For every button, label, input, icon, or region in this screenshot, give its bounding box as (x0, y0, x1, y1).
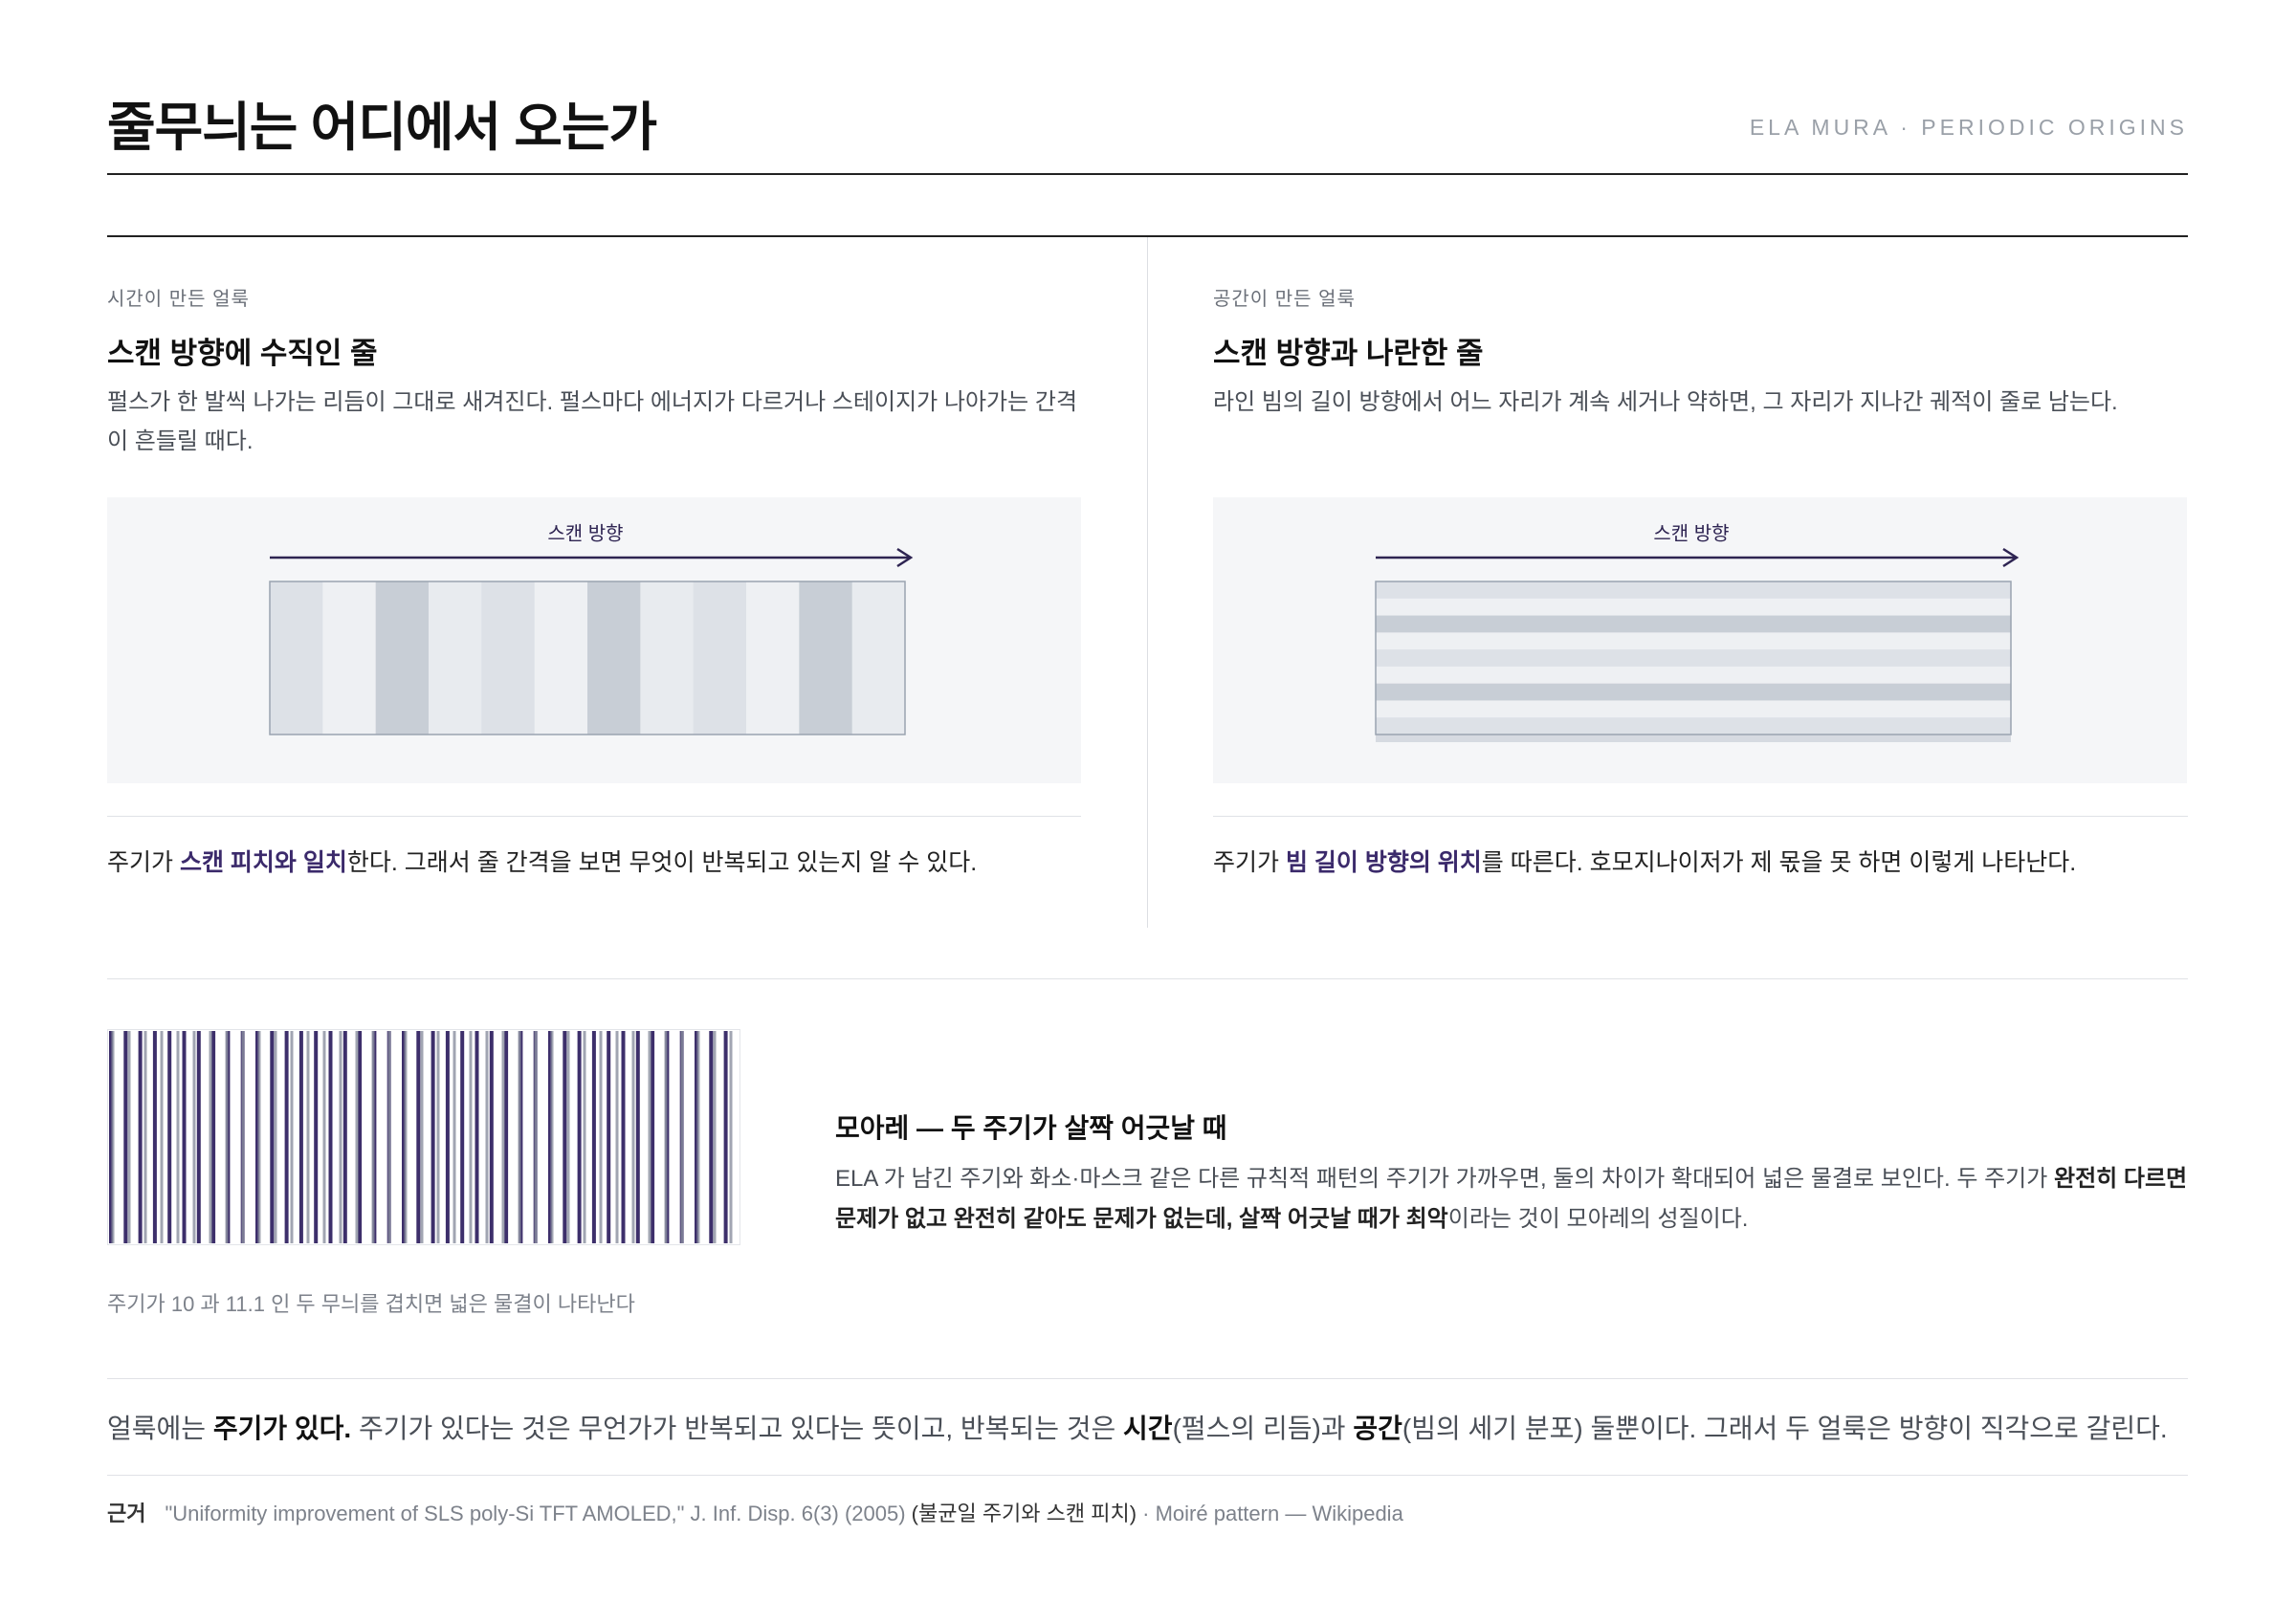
source-text: · Moiré pattern — Wikipedia (1137, 1502, 1403, 1525)
stripe-shadow (1376, 735, 2011, 742)
column-body: 라인 빔의 길이 방향에서 어느 자리가 계속 세거나 약하면, 그 자리가 지… (1213, 389, 2118, 415)
moire-frame (107, 1029, 740, 1245)
stripe (851, 581, 906, 735)
source-text: "Uniformity improvement of SLS poly-Si T… (165, 1502, 912, 1525)
column-heading: 스캔 방향에 수직인 줄 (107, 337, 378, 370)
summary-text: 주기가 있다는 것은 무언가가 반복되고 있다는 뜻이고, 반복되는 것은 (351, 1414, 1124, 1443)
page-title: 줄무늬는 어디에서 오는가 (107, 98, 657, 157)
sources-label: 근거 (107, 1502, 146, 1525)
diagram-panel: 스캔 방향 (1213, 497, 2187, 783)
moire-body: ELA 가 남긴 주기와 화소·마스크 같은 다른 규칙적 패턴의 주기가 가까… (835, 1159, 2188, 1239)
section-rule (107, 978, 2188, 979)
arrow-label: 스캔 방향 (1653, 522, 1729, 544)
summary-text: (펄스의 리듬)과 (1172, 1414, 1354, 1443)
stripe-frame (269, 581, 906, 735)
summary-text: (빔의 세기 분포) 둘뿐이다. 그래서 두 얼룩은 방향이 직각으로 갈린다. (1402, 1414, 2168, 1443)
note-text: 한다. 그래서 줄 간격을 보면 무엇이 반복되고 있는지 알 수 있다. (346, 849, 978, 876)
stripe (270, 581, 323, 735)
body-text: ELA 가 남긴 주기와 화소·마스크 같은 다른 규칙적 패턴의 주기가 가까… (835, 1166, 2054, 1192)
stripe (429, 581, 482, 735)
note-rule (1213, 816, 2188, 817)
summary-bold: 주기가 있다. (212, 1414, 352, 1443)
stripe (322, 581, 377, 735)
stripe (640, 581, 695, 735)
column-note: 주기가 스캔 피치와 일치한다. 그래서 줄 간격을 보면 무엇이 반복되고 있… (107, 844, 1081, 878)
stripe (1376, 717, 2011, 735)
stripe (534, 581, 588, 735)
stripe (1376, 632, 2011, 650)
stripe (1376, 649, 2011, 668)
stripe-frame (1375, 581, 2012, 735)
stripe (693, 581, 747, 735)
stripe (375, 581, 430, 735)
note-text: 주기가 (107, 849, 180, 876)
moire-caption: 주기가 10 과 11.1 인 두 무늬를 겹치면 넓은 물결이 나타난다 (107, 1292, 635, 1316)
arrow-head (2002, 547, 2020, 568)
column-note: 주기가 빔 길이 방향의 위치를 따른다. 호모지나이저가 제 몫을 못 하면 … (1213, 844, 2187, 878)
section-rule (107, 1378, 2188, 1379)
summary-bold: 시간 (1123, 1414, 1173, 1443)
page-tag: ELA MURA · PERIODIC ORIGINS (1749, 115, 2188, 140)
body-text: 이라는 것이 모아레의 성질이다. (1447, 1206, 1749, 1232)
source-text: (불균일 주기와 스캔 피치) (911, 1502, 1137, 1525)
section-rule (107, 1475, 2188, 1476)
header-rule (107, 173, 2188, 175)
column-divider (1147, 237, 1148, 928)
stripe (746, 581, 800, 735)
stripe (481, 581, 536, 735)
note-rule (107, 816, 1081, 817)
diagram: 스캔 방향 (1375, 522, 2020, 742)
stripe (1376, 615, 2011, 633)
moire-pattern (107, 1029, 740, 1245)
stripe (1376, 598, 2011, 617)
sources: 근거 "Uniformity improvement of SLS poly-Si… (107, 1497, 1403, 1527)
kicker: 공간이 만든 얼룩 (1213, 289, 1356, 310)
stripe (1376, 666, 2011, 685)
column-heading: 스캔 방향과 나란한 줄 (1213, 337, 1484, 370)
summary: 얼룩에는 주기가 있다. 주기가 있다는 것은 무언가가 반복되고 있다는 뜻이… (107, 1408, 2168, 1446)
diagram-panel: 스캔 방향 (107, 497, 1081, 783)
column-body: 펄스가 한 발씩 나가는 리듬이 그대로 새겨진다. 펄스마다 에너지가 다르거… (107, 389, 1078, 454)
stripe (799, 581, 853, 735)
moire-heading: 모아레 — 두 주기가 살짝 어긋날 때 (835, 1113, 1227, 1143)
arrow-head (896, 547, 914, 568)
section-rule (107, 235, 2188, 237)
note-text: 를 따른다. 호모지나이저가 제 몫을 못 하면 이렇게 나타난다. (1481, 849, 2077, 876)
note-highlight: 빔 길이 방향의 위치 (1285, 849, 1482, 876)
stripe (1376, 683, 2011, 701)
summary-bold: 공간 (1353, 1414, 1402, 1443)
note-highlight: 스캔 피치와 일치 (179, 849, 347, 876)
body-bold: 완전히 다르면 문제가 없고 완전히 같아도 문제가 없는데, 살짝 어긋날 때… (835, 1166, 2188, 1232)
kicker: 시간이 만든 얼룩 (107, 289, 250, 310)
stripe (587, 581, 641, 735)
stripe (1376, 581, 2011, 600)
arrow-label: 스캔 방향 (547, 522, 623, 544)
note-text: 주기가 (1213, 849, 1286, 876)
stripe (1376, 700, 2011, 718)
summary-text: 얼룩에는 (107, 1414, 213, 1443)
diagram: 스캔 방향 (269, 522, 914, 735)
